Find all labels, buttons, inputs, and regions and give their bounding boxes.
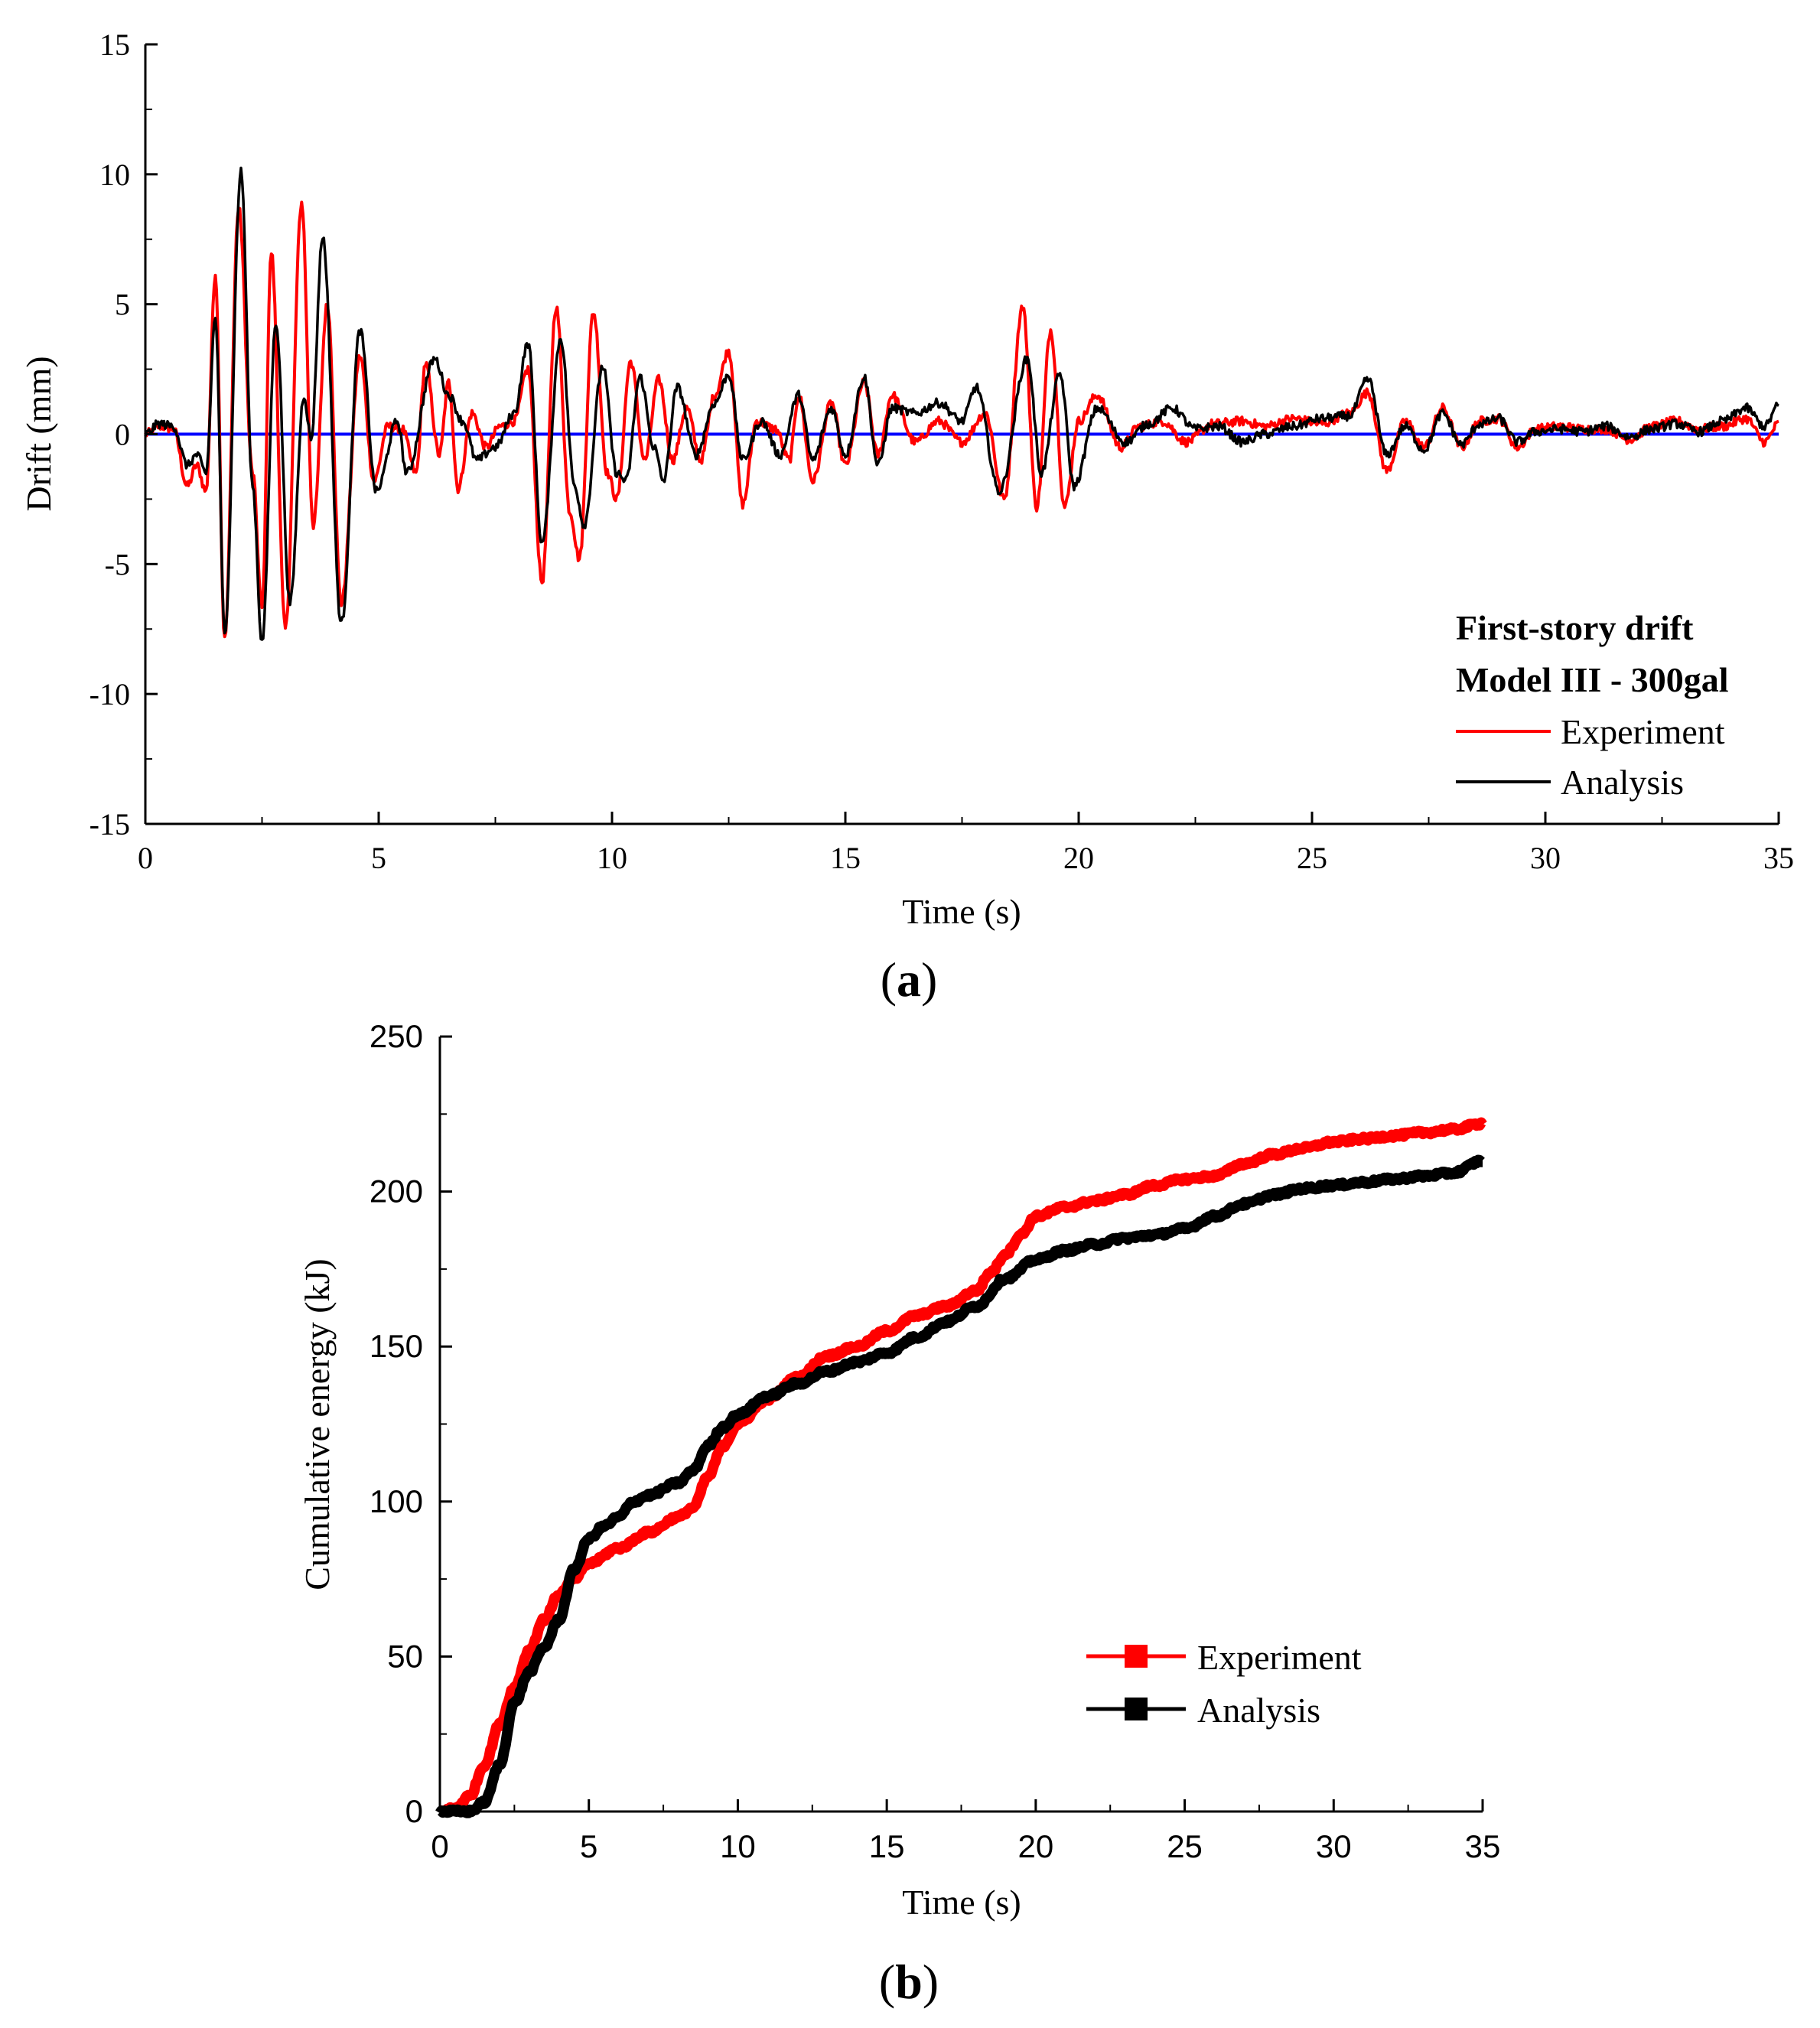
panel-a-ticks: 0 5 10 15 20 25 30 35 -15 -10 -5 0 5 10 15: [90, 28, 1794, 875]
panel-b-x-axis-title: Time (s): [902, 1883, 1021, 1922]
panel-b-y-tick-label-4: 200: [370, 1174, 423, 1209]
panel-a-y-tick-label-3: 0: [115, 418, 130, 452]
panel-b-x-tick-label-5: 25: [1167, 1828, 1203, 1864]
panel-a-label: (a): [881, 952, 938, 1007]
panel-a-legend-title-line-1: First-story drift: [1456, 608, 1694, 647]
panel-a-legend-title-line-2: Model III - 300gal: [1456, 660, 1729, 699]
panel-b-series-analysis: [435, 1154, 1487, 1818]
panel-a-y-tick-label-4: 5: [115, 288, 130, 322]
panel-b-label: (b): [879, 1955, 939, 2009]
panel-b-y-axis-title: Cumulative energy (kJ): [298, 1258, 337, 1590]
panel-b-series-lines: [435, 1117, 1487, 1818]
panel-a-x-tick-label-4: 20: [1063, 841, 1094, 875]
panel-b-y-tick-label-0: 0: [405, 1793, 423, 1829]
panel-a-y-tick-label-2: -5: [105, 547, 130, 581]
panel-a-x-tick-label-3: 15: [830, 841, 861, 875]
panel-a-y-tick-label-1: -10: [90, 677, 130, 711]
panel-a-label-letter: a: [897, 952, 921, 1007]
panel-b-legend-label-analysis: Analysis: [1197, 1691, 1320, 1730]
panel-a-series-lines: [144, 166, 1779, 641]
panel-a-legend: First-story drift Model III - 300gal Exp…: [1456, 608, 1729, 802]
panel-a-x-tick-label-5: 25: [1297, 841, 1327, 875]
panel-a-y-tick-label-0: -15: [90, 807, 130, 841]
panel-b-legend-label-experiment: Experiment: [1197, 1638, 1362, 1677]
panel-b-ticks: 0 5 10 15 20 25 30 35 0 50 100 150 200 250: [370, 1018, 1500, 1864]
panel-b-series-experiment: [435, 1117, 1487, 1818]
panel-a-legend-label-experiment: Experiment: [1561, 712, 1725, 751]
panel-a-legend-label-analysis: Analysis: [1561, 763, 1684, 802]
panel-a-y-tick-label-6: 15: [99, 28, 130, 62]
panel-b-legend-marker-experiment: [1125, 1645, 1148, 1668]
panel-b-x-tick-label-4: 20: [1017, 1828, 1053, 1864]
panel-a-x-tick-label-1: 5: [371, 841, 386, 875]
panel-a-y-tick-label-5: 10: [99, 158, 130, 192]
panel-a-x-tick-label-6: 30: [1530, 841, 1561, 875]
panel-a-x-tick-label-7: 35: [1763, 841, 1794, 875]
panel-b-label-letter: b: [895, 1955, 923, 2009]
panel-b-x-tick-label-1: 5: [580, 1828, 597, 1864]
panel-b-y-tick-label-5: 250: [370, 1018, 423, 1054]
panel-a-x-tick-label-0: 0: [138, 841, 153, 875]
panel-b-x-tick-label-3: 15: [869, 1828, 905, 1864]
panel-a-drift-chart: 0 5 10 15 20 25 30 35 -15 -10 -5 0 5 10 15 Time (s) Dr…: [19, 28, 1794, 1007]
panel-b-y-tick-label-1: 50: [387, 1638, 423, 1674]
panel-a-series-analysis: [144, 166, 1779, 641]
panel-b-x-tick-label-6: 30: [1316, 1828, 1352, 1864]
panel-a-x-axis-title: Time (s): [902, 892, 1021, 931]
panel-b-legend: Experiment Analysis: [1086, 1638, 1362, 1730]
panel-b-y-tick-label-2: 100: [370, 1483, 423, 1519]
panel-b-x-tick-label-0: 0: [431, 1828, 448, 1864]
panel-a-x-tick-label-2: 10: [597, 841, 627, 875]
panel-b-y-tick-label-3: 150: [370, 1328, 423, 1364]
panel-b-x-tick-label-2: 10: [720, 1828, 756, 1864]
panel-b-legend-marker-analysis: [1125, 1698, 1148, 1720]
panel-a-y-axis-title: Drift (mm): [19, 356, 58, 511]
panel-b-energy-chart: 0 5 10 15 20 25 30 35 0 50 100 150 200 250 Time (s) C…: [298, 1018, 1500, 2009]
panel-b-x-tick-label-7: 35: [1465, 1828, 1501, 1864]
